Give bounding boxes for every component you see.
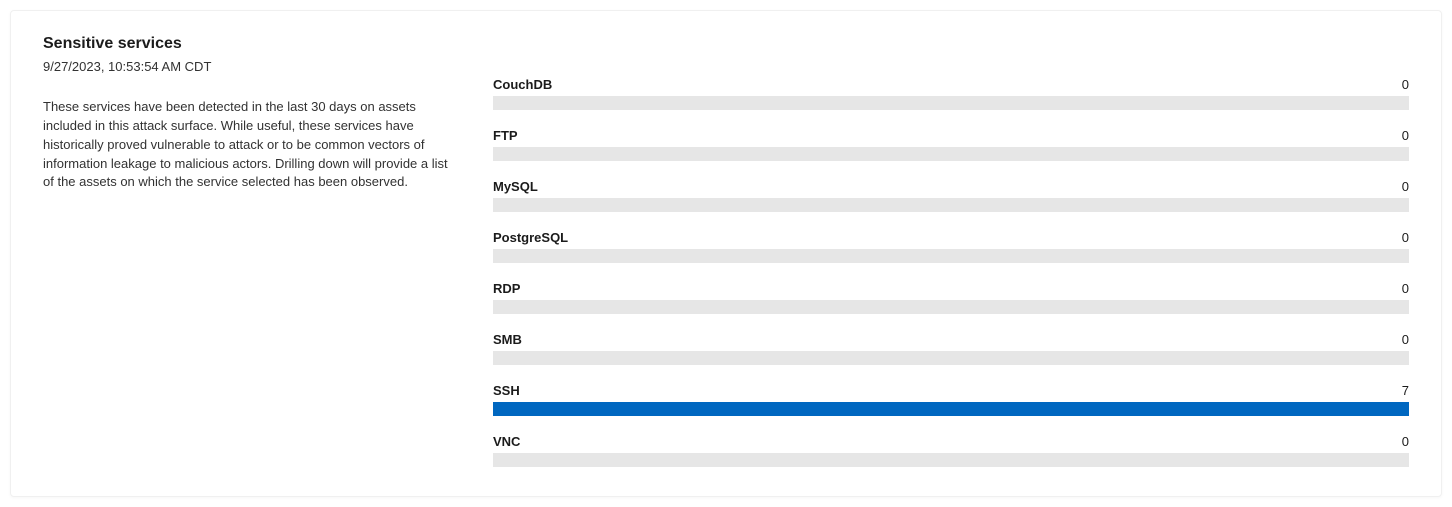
sensitive-services-card: Sensitive services 9/27/2023, 10:53:54 A… xyxy=(10,10,1442,497)
service-row[interactable]: SSH 7 xyxy=(493,383,1409,416)
service-name: FTP xyxy=(493,128,518,143)
bar-fill xyxy=(493,402,1409,416)
bar-track xyxy=(493,249,1409,263)
service-count: 0 xyxy=(1402,434,1409,449)
service-row[interactable]: VNC 0 xyxy=(493,434,1409,467)
service-count: 0 xyxy=(1402,281,1409,296)
service-row[interactable]: MySQL 0 xyxy=(493,179,1409,212)
service-count: 0 xyxy=(1402,128,1409,143)
bar-track xyxy=(493,351,1409,365)
bar-track xyxy=(493,453,1409,467)
services-chart: CouchDB 0 FTP 0 MySQL 0 PostgreSQL 0 RDP 0 SMB 0 SSH… xyxy=(493,35,1409,472)
timestamp: 9/27/2023, 10:53:54 AM CDT xyxy=(43,59,453,74)
service-row[interactable]: SMB 0 xyxy=(493,332,1409,365)
service-header: MySQL 0 xyxy=(493,179,1409,194)
service-name: VNC xyxy=(493,434,520,449)
service-name: PostgreSQL xyxy=(493,230,568,245)
service-header: RDP 0 xyxy=(493,281,1409,296)
bar-track xyxy=(493,147,1409,161)
left-panel: Sensitive services 9/27/2023, 10:53:54 A… xyxy=(43,35,453,472)
service-count: 0 xyxy=(1402,77,1409,92)
content-wrapper: Sensitive services 9/27/2023, 10:53:54 A… xyxy=(43,35,1409,472)
service-name: SSH xyxy=(493,383,520,398)
service-header: SMB 0 xyxy=(493,332,1409,347)
service-count: 0 xyxy=(1402,332,1409,347)
bar-track xyxy=(493,300,1409,314)
service-header: FTP 0 xyxy=(493,128,1409,143)
service-header: SSH 7 xyxy=(493,383,1409,398)
service-row[interactable]: PostgreSQL 0 xyxy=(493,230,1409,263)
service-count: 0 xyxy=(1402,179,1409,194)
service-name: SMB xyxy=(493,332,522,347)
service-count: 7 xyxy=(1402,383,1409,398)
service-count: 0 xyxy=(1402,230,1409,245)
service-name: RDP xyxy=(493,281,520,296)
bar-track xyxy=(493,96,1409,110)
service-header: CouchDB 0 xyxy=(493,77,1409,92)
service-row[interactable]: RDP 0 xyxy=(493,281,1409,314)
bar-track xyxy=(493,198,1409,212)
bar-track xyxy=(493,402,1409,416)
description: These services have been detected in the… xyxy=(43,98,453,192)
card-title: Sensitive services xyxy=(43,35,453,53)
service-name: CouchDB xyxy=(493,77,552,92)
service-name: MySQL xyxy=(493,179,538,194)
service-row[interactable]: CouchDB 0 xyxy=(493,77,1409,110)
service-header: PostgreSQL 0 xyxy=(493,230,1409,245)
service-header: VNC 0 xyxy=(493,434,1409,449)
service-row[interactable]: FTP 0 xyxy=(493,128,1409,161)
